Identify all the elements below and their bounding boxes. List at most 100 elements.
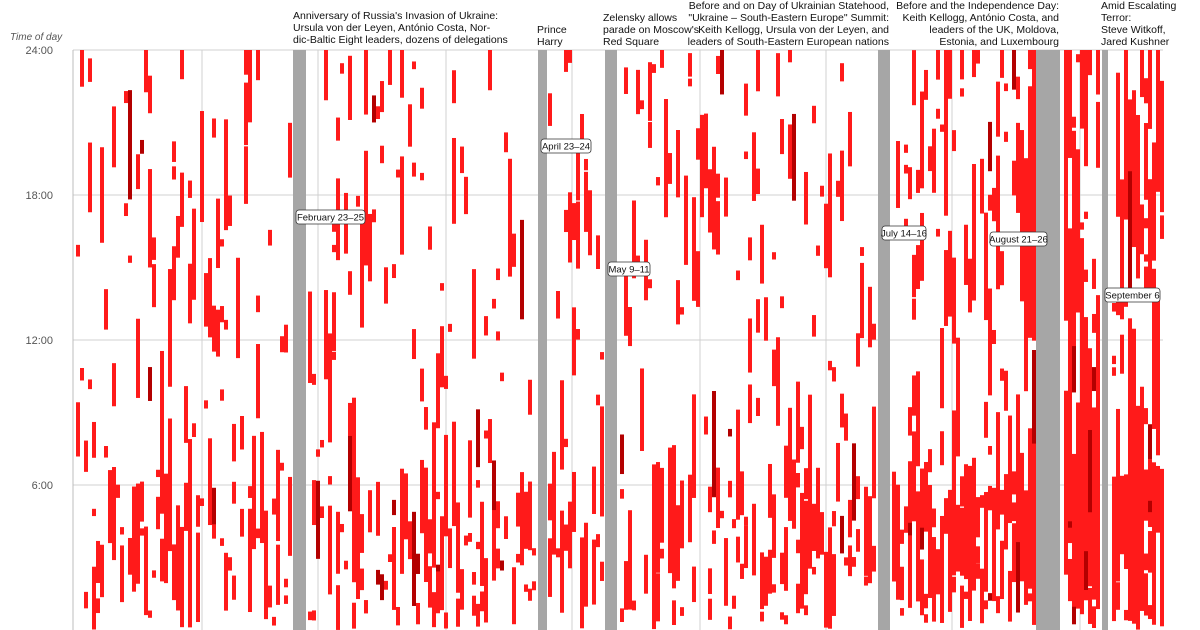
- alert-bar: [208, 438, 212, 526]
- alert-bar: [940, 124, 944, 132]
- alert-bar: [1144, 408, 1148, 425]
- alert-bar: [1116, 582, 1120, 610]
- alert-bar: [124, 203, 128, 217]
- alert-bar: [340, 63, 344, 74]
- alert-bar: [1064, 509, 1068, 537]
- alert-bar: [548, 93, 552, 126]
- alert-bar: [992, 187, 996, 222]
- alert-bar: [1020, 130, 1024, 248]
- alert-bar: [560, 380, 564, 470]
- alert-bar: [188, 263, 192, 324]
- alert-bar: [1128, 129, 1132, 289]
- alert-bar: [924, 461, 928, 532]
- alert-bar: [756, 50, 760, 92]
- alert-bar: [444, 434, 448, 537]
- alert-bar: [388, 554, 392, 562]
- alert-bar: [484, 430, 488, 439]
- alert-bar: [308, 291, 312, 384]
- annotations-layer: February 23–25 Anniversary of Russia's In…: [293, 0, 1176, 303]
- event-annotation-line: Anniversary of Russia's Invasion of Ukra…: [293, 10, 498, 22]
- alert-bar: [1116, 408, 1120, 510]
- alert-bar: [568, 192, 572, 263]
- alert-bar: [116, 486, 120, 495]
- alert-bar: [1112, 367, 1116, 376]
- alert-bar: [680, 480, 684, 527]
- alert-bar: [76, 402, 80, 457]
- alert-bar: [996, 596, 1000, 614]
- alert-bar: [744, 83, 748, 116]
- alert-bar: [316, 480, 320, 559]
- alert-bar: [1088, 589, 1092, 624]
- alert-bar: [904, 144, 908, 153]
- alert-bar: [668, 153, 672, 184]
- alert-bar: [968, 584, 972, 594]
- alert-bar: [1084, 50, 1088, 167]
- alert-bar: [512, 567, 516, 625]
- alert-bar: [844, 413, 848, 441]
- alert-bar: [788, 407, 792, 521]
- alert-bar: [392, 264, 396, 279]
- alert-bar: [808, 394, 812, 440]
- alert-bar: [768, 549, 772, 594]
- alert-bar: [628, 592, 632, 610]
- alert-bar: [132, 563, 136, 592]
- alert-bar: [936, 549, 940, 595]
- alert-bar: [128, 537, 132, 575]
- alert-bar: [1124, 299, 1128, 307]
- alert-bar: [432, 509, 436, 568]
- alert-bar: [520, 530, 524, 566]
- event-annotation-line: Keith Kellogg, António Costa, and: [903, 12, 1060, 24]
- alert-bar: [904, 506, 908, 533]
- alert-bar: [1064, 390, 1068, 466]
- alert-bar: [944, 114, 948, 216]
- alert-bar: [1076, 54, 1080, 63]
- alert-bar: [1064, 452, 1068, 523]
- quiet-period-tag: July 14–16: [881, 225, 927, 241]
- quiet-period-band: [538, 50, 547, 630]
- date-tag-box: [989, 231, 1048, 247]
- alert-bar: [752, 510, 756, 576]
- alert-bar: [284, 578, 288, 588]
- alert-bar: [176, 505, 180, 611]
- alert-bar: [908, 407, 912, 436]
- alert-bar: [872, 323, 876, 340]
- alert-bar: [440, 516, 444, 611]
- alert-bar: [564, 209, 568, 233]
- alert-bar: [104, 446, 108, 458]
- alert-bar: [1008, 415, 1012, 522]
- alert-bar: [816, 467, 820, 559]
- alert-bar: [344, 560, 348, 570]
- alert-bar: [744, 516, 748, 526]
- alert-bar: [792, 459, 796, 529]
- alert-bar: [860, 262, 864, 339]
- alert-bar: [348, 402, 352, 467]
- alert-bar: [224, 319, 228, 330]
- alert-bar: [780, 119, 784, 155]
- alert-bar: [192, 208, 196, 300]
- alert-bar: [848, 545, 852, 577]
- alert-bar: [764, 556, 768, 606]
- alert-bar: [1112, 302, 1116, 312]
- alert-bar: [1140, 515, 1144, 524]
- event-annotation-line: Red Square: [603, 36, 659, 48]
- alert-bar: [168, 274, 172, 387]
- alert-bar: [680, 607, 684, 616]
- alert-bar: [960, 476, 964, 507]
- alert-bar: [1000, 489, 1004, 515]
- alert-bar: [808, 460, 812, 569]
- alert-bar: [960, 527, 964, 576]
- alert-bar: [1072, 453, 1076, 576]
- alert-bar: [144, 526, 148, 616]
- alert-bar: [228, 195, 232, 226]
- alert-bar: [1120, 334, 1124, 374]
- quiet-period-band: [1102, 50, 1108, 630]
- alert-bar: [744, 525, 748, 569]
- alert-bar: [528, 379, 532, 415]
- alert-bar: [276, 464, 280, 542]
- alert-bar: [620, 489, 624, 499]
- alert-bar: [960, 88, 964, 97]
- alert-bar: [656, 177, 660, 186]
- alert-bar: [712, 391, 716, 498]
- alert-bar: [920, 212, 924, 279]
- alert-bar: [156, 469, 160, 478]
